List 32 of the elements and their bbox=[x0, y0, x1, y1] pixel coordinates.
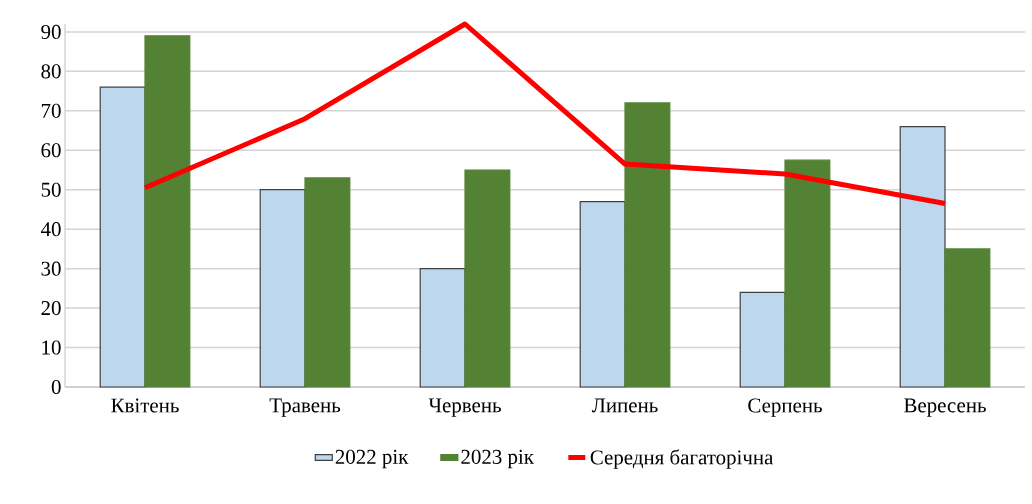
bar bbox=[579, 200, 626, 388]
y-tick-label: 50 bbox=[41, 182, 61, 197]
y-tick-label: 30 bbox=[41, 261, 61, 276]
legend-label: 2022 рік bbox=[335, 449, 409, 469]
y-tick-label: 90 bbox=[41, 24, 61, 39]
y-tick-label: 40 bbox=[40, 222, 61, 237]
legend-label: Середня багаторічна bbox=[590, 449, 774, 469]
bar bbox=[419, 268, 466, 388]
x-tick-label: Червень bbox=[428, 398, 501, 417]
x-tick-label: Вересень bbox=[904, 398, 986, 417]
line-series bbox=[142, 21, 948, 207]
bar bbox=[899, 125, 946, 388]
y-tick-label: 80 bbox=[41, 64, 61, 79]
y-tick-label: 60 bbox=[41, 143, 61, 158]
bar bbox=[99, 86, 146, 388]
bar bbox=[304, 177, 351, 388]
y-tick-label: 70 bbox=[41, 103, 61, 118]
x-tick-label: Серпень bbox=[748, 398, 822, 417]
bar bbox=[944, 248, 991, 388]
bar bbox=[624, 102, 671, 388]
legend-label: 2023 рік bbox=[461, 449, 534, 469]
bar bbox=[784, 159, 831, 388]
bar bbox=[739, 291, 786, 388]
y-tick-label: 20 bbox=[41, 301, 61, 316]
bar bbox=[464, 169, 511, 388]
y-tick-label: 10 bbox=[42, 340, 61, 355]
x-tick-label: Квітень bbox=[111, 398, 179, 413]
bar bbox=[144, 35, 191, 388]
x-tick-label: Травень bbox=[269, 398, 341, 417]
bar bbox=[259, 189, 306, 388]
x-tick-label: Липень bbox=[591, 398, 658, 413]
y-tick-label: 0 bbox=[51, 379, 61, 395]
